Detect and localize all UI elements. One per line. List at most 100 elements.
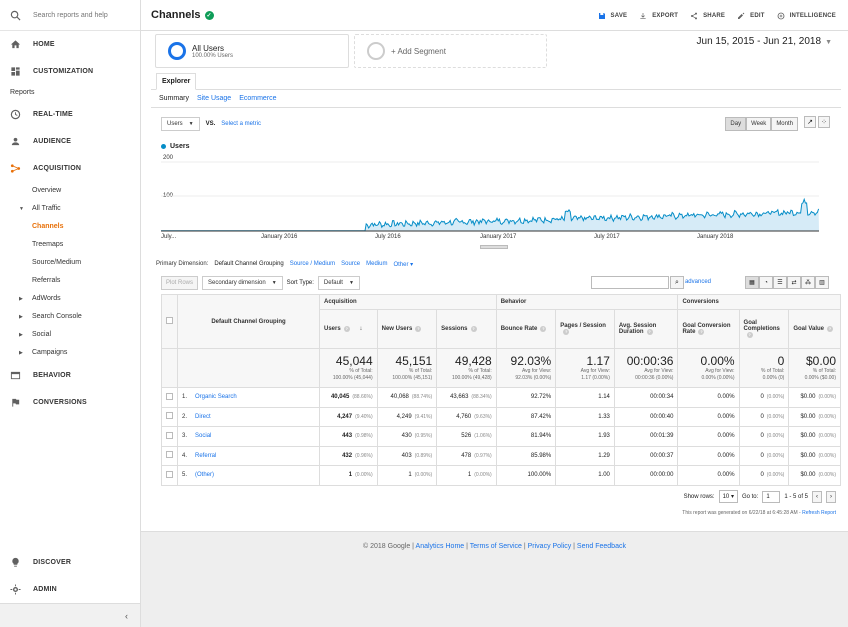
chart-resize-handle[interactable] — [480, 245, 508, 249]
sidebar-item-realtime[interactable]: REAL-TIME — [0, 101, 140, 128]
column-header-pages-session[interactable]: Pages / Session? — [555, 309, 615, 349]
show-rows-select[interactable]: 10 ▾ — [718, 490, 738, 503]
granularity-week-button[interactable]: Week — [746, 117, 772, 131]
totals-cell: 45,044% of Total: 100.00% (45,044) — [318, 348, 378, 388]
add-segment-button[interactable]: + Add Segment — [354, 34, 547, 68]
pie-view-icon[interactable]: ◔ — [759, 276, 773, 289]
footer-link-feedback[interactable]: Send Feedback — [576, 543, 626, 550]
column-header-bounce-rate[interactable]: Bounce Rate? — [495, 309, 557, 349]
channel-link[interactable]: Direct — [195, 413, 211, 420]
collapse-sidebar-button[interactable]: ‹ — [0, 603, 140, 627]
motion-chart-icon[interactable]: ⁘ — [818, 116, 830, 128]
column-header-goal-conversion-rate[interactable]: Goal Conversion Rate? — [677, 309, 740, 349]
plot-rows-button[interactable]: Plot Rows — [161, 276, 199, 290]
intelligence-button[interactable]: INTELLIGENCE — [777, 12, 836, 20]
sidebar-sub-all-traffic[interactable]: ▼ All Traffic — [0, 200, 140, 218]
sidebar-sub-referrals[interactable]: Referrals — [32, 277, 61, 284]
sidebar-sub-channels[interactable]: Channels — [32, 223, 64, 230]
search-box[interactable]: Search reports and help — [0, 0, 140, 31]
row-checkbox[interactable] — [166, 451, 173, 459]
cell-percent: (9.41%) — [414, 413, 433, 420]
footer-link-terms[interactable]: Terms of Service — [469, 543, 522, 550]
subtab-ecommerce[interactable]: Ecommerce — [239, 95, 277, 102]
sidebar-item-admin[interactable]: ADMIN — [0, 576, 140, 603]
column-header-goal-value[interactable]: Goal Value? — [788, 309, 841, 349]
metric-select[interactable]: Users ▼ — [161, 117, 200, 131]
table-view-icon[interactable]: ▦ — [745, 276, 759, 289]
refresh-report-link[interactable]: Refresh Report — [802, 510, 836, 516]
column-header-goal-completions[interactable]: Goal Completions? — [738, 309, 790, 349]
select-all-checkbox[interactable] — [166, 317, 173, 324]
sidebar-item-audience[interactable]: AUDIENCE — [0, 128, 140, 155]
row-checkbox[interactable] — [166, 470, 173, 478]
granularity-day-button[interactable]: Day — [725, 117, 747, 131]
sidebar-item-discover[interactable]: DISCOVER — [0, 549, 140, 576]
row-checkbox[interactable] — [166, 392, 173, 400]
row-select-cell — [161, 465, 178, 486]
dimension-medium[interactable]: Medium — [366, 261, 388, 267]
goto-input[interactable]: 1 — [762, 490, 781, 503]
sidebar-sub-adwords[interactable]: ▶ AdWords — [0, 290, 140, 308]
sidebar-item-conversions[interactable]: CONVERSIONS — [0, 389, 140, 416]
column-header-avg-session-duration[interactable]: Avg. Session Duration? — [613, 309, 679, 349]
prev-page-button[interactable]: ‹ — [812, 490, 822, 503]
edit-button[interactable]: EDIT — [737, 12, 764, 20]
subtab-summary[interactable]: Summary — [159, 95, 189, 102]
export-button[interactable]: EXPORT — [639, 12, 678, 20]
row-checkbox[interactable] — [166, 431, 173, 439]
granularity-month-button[interactable]: Month — [771, 117, 798, 131]
column-label: Goal Value — [793, 326, 824, 332]
tab-explorer[interactable]: Explorer — [156, 73, 197, 90]
sidebar-sub-source-medium[interactable]: Source/Medium — [32, 259, 82, 266]
column-header-users[interactable]: Users? ↓ — [318, 309, 378, 349]
dimension-other[interactable]: Other ▾ — [393, 262, 414, 268]
sidebar-item-behavior[interactable]: BEHAVIOR — [0, 362, 140, 389]
term-cloud-icon[interactable]: ⁂ — [801, 276, 815, 289]
column-header-new-users[interactable]: New Users? — [376, 309, 438, 349]
dimension-header[interactable]: Default Channel Grouping — [177, 294, 320, 349]
date-range-picker[interactable]: Jun 15, 2015 - Jun 21, 2018 ▼ — [697, 36, 832, 47]
total-caption: % of Total: — [761, 368, 785, 374]
performance-view-icon[interactable]: ☰ — [773, 276, 787, 289]
share-button[interactable]: SHARE — [690, 12, 725, 20]
channel-link[interactable]: (Other) — [195, 472, 215, 479]
cell-value: 00:01:39 — [650, 433, 674, 440]
cell-percent: (0.00%) — [818, 413, 836, 420]
row-checkbox[interactable] — [166, 412, 173, 420]
sidebar-sub-campaigns[interactable]: ▶ Campaigns — [0, 344, 140, 362]
channel-link[interactable]: Social — [195, 433, 212, 440]
sidebar-sub-treemaps[interactable]: Treemaps — [32, 241, 64, 248]
footer-link-privacy[interactable]: Privacy Policy — [527, 543, 572, 550]
totals-cell: $0.00% of Total: 0.00% ($0.00) — [788, 348, 841, 388]
total-detail: 92.03% (0.00%) — [515, 375, 552, 381]
comparison-view-icon[interactable]: ⇄ — [787, 276, 801, 289]
sidebar-sub-overview[interactable]: Overview — [32, 187, 62, 194]
sidebar-sub-social[interactable]: ▶ Social — [0, 326, 140, 344]
sort-type-select[interactable]: Default ▼ — [317, 276, 360, 290]
sidebar-item-home[interactable]: HOME — [0, 31, 140, 58]
segment-all-users[interactable]: All Users 100.00% Users — [155, 34, 349, 68]
footer-link-analytics-home[interactable]: Analytics Home — [415, 543, 465, 550]
line-chart-icon[interactable]: ↗ — [804, 116, 816, 128]
users-line-chart[interactable] — [161, 151, 821, 251]
chart-type-toggle: ↗ ⁘ — [804, 116, 830, 128]
sidebar-item-acquisition[interactable]: ACQUISITION — [0, 155, 140, 182]
subtab-site-usage[interactable]: Site Usage — [196, 95, 232, 102]
cell-value: 81.94% — [530, 433, 552, 440]
next-page-button[interactable]: › — [826, 490, 836, 503]
save-button[interactable]: SAVE — [598, 12, 628, 20]
sidebar-item-customization[interactable]: CUSTOMIZATION — [0, 58, 140, 85]
dimension-source-medium[interactable]: Source / Medium — [289, 261, 336, 267]
sidebar-sub-search-console[interactable]: ▶ Search Console — [0, 308, 140, 326]
select-metric-link[interactable]: Select a metric — [221, 121, 261, 127]
channel-link[interactable]: Organic Search — [195, 394, 237, 401]
secondary-dimension-select[interactable]: Secondary dimension ▼ — [202, 276, 283, 290]
pivot-view-icon[interactable]: ▥ — [815, 276, 829, 289]
table-filter-input[interactable] — [591, 276, 669, 289]
dimension-source[interactable]: Source — [341, 261, 361, 267]
advanced-filter-link[interactable]: advanced — [684, 279, 711, 285]
channel-link[interactable]: Referral — [195, 452, 217, 459]
search-icon[interactable]: ⌕ — [670, 276, 684, 289]
column-header-sessions[interactable]: Sessions? — [436, 309, 497, 349]
cell-percent: (0.89%) — [414, 452, 433, 459]
